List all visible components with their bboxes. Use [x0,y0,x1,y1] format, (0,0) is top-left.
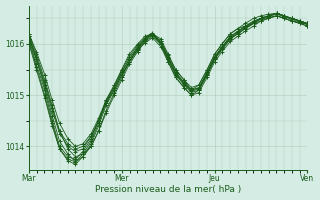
X-axis label: Pression niveau de la mer( hPa ): Pression niveau de la mer( hPa ) [95,185,241,194]
